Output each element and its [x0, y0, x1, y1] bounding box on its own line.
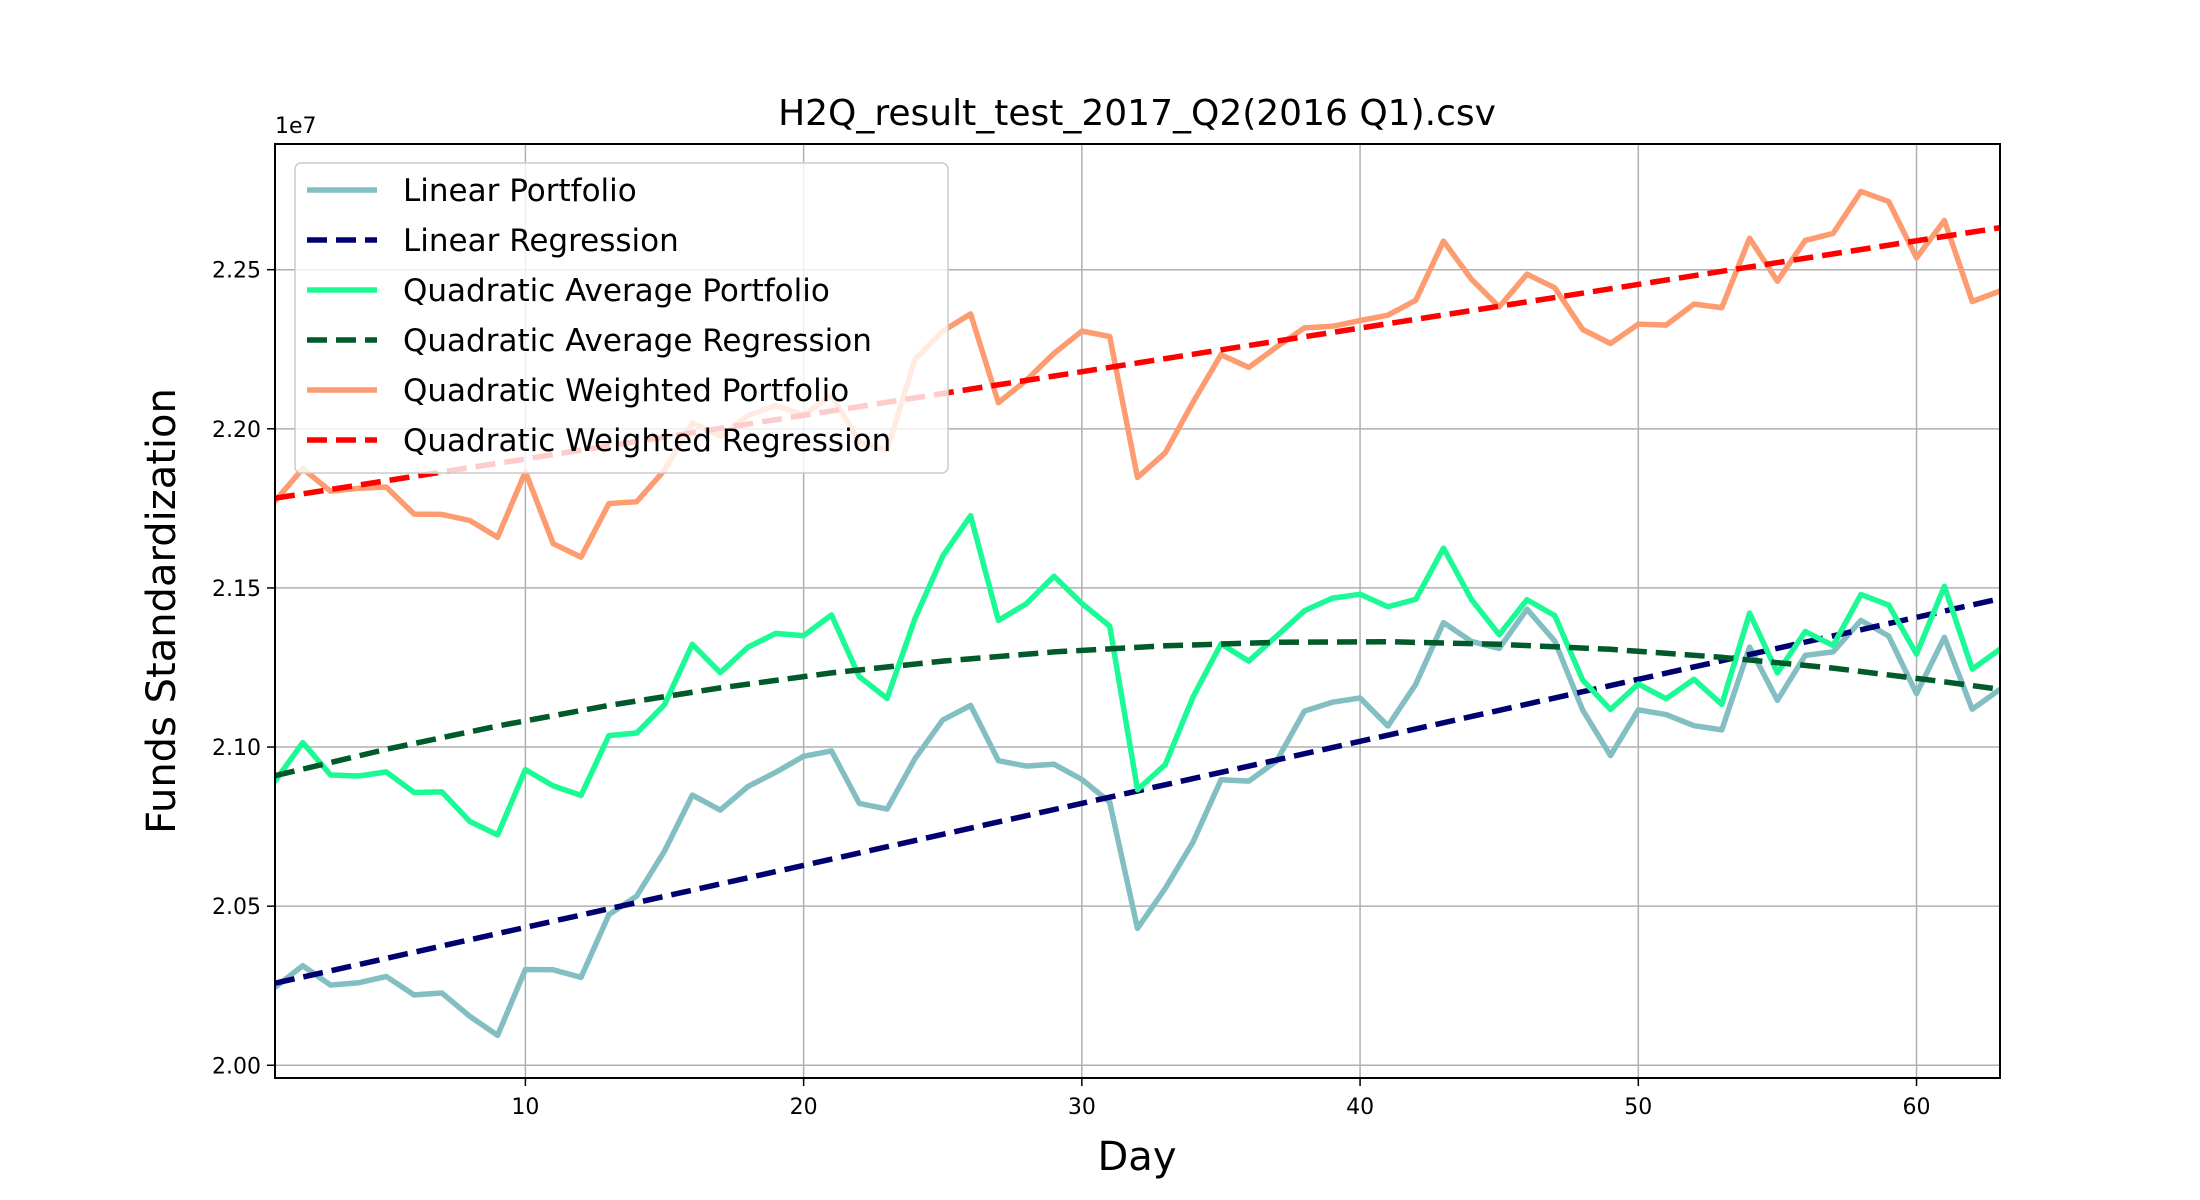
x-tick-label: 40	[1346, 1095, 1374, 1120]
legend: Linear Portfolio Linear Regression Quadrat…	[294, 162, 949, 474]
axis-ticks: 10 20 30 40 50 60 2.00 2.05 2.10 2.15 2.20 2.25	[212, 259, 1931, 1120]
series-line-linear-portfolio	[275, 606, 2000, 1039]
legend-label-linear-regression: Linear Regression	[403, 223, 679, 259]
x-axis-label: Day	[1098, 1134, 1177, 1180]
series-line-quadratic-average-regression	[275, 638, 2000, 779]
gridlines	[275, 144, 2000, 1078]
series-line-quadratic-average-portfolio	[275, 512, 2000, 838]
legend-label-quadratic-weighted-portfolio: Quadratic Weighted Portfolio	[403, 373, 849, 409]
y-tick-label: 2.15	[212, 577, 261, 602]
x-tick-label: 60	[1903, 1095, 1931, 1120]
legend-box	[294, 162, 949, 474]
y-tick-label: 2.25	[212, 259, 261, 284]
legend-label-quadratic-weighted-regression: Quadratic Weighted Regression	[403, 423, 891, 459]
x-tick-label: 30	[1068, 1095, 1096, 1120]
y-axis-label: Funds Standardization	[139, 388, 185, 834]
y-tick-label: 2.05	[212, 895, 261, 920]
y-tick-label: 2.20	[212, 418, 261, 443]
plot-frame	[274, 143, 2001, 1079]
legend-label-linear-portfolio: Linear Portfolio	[403, 173, 637, 209]
legend-label-quadratic-average-regression: Quadratic Average Regression	[403, 323, 872, 359]
series-line-quadratic-weighted-portfolio	[275, 188, 2000, 560]
series-layer	[275, 188, 2000, 1039]
y-tick-label: 2.10	[212, 736, 261, 761]
x-tick-label: 10	[511, 1095, 539, 1120]
x-tick-label: 50	[1624, 1095, 1652, 1120]
x-tick-label: 20	[790, 1095, 818, 1120]
legend-label-quadratic-average-portfolio: Quadratic Average Portfolio	[403, 273, 830, 309]
y-tick-label: 2.00	[212, 1054, 261, 1079]
y-offset-label: 1e7	[275, 114, 317, 139]
chart-title: H2Q_result_test_2017_Q2(2016 Q1).csv	[778, 93, 1496, 134]
